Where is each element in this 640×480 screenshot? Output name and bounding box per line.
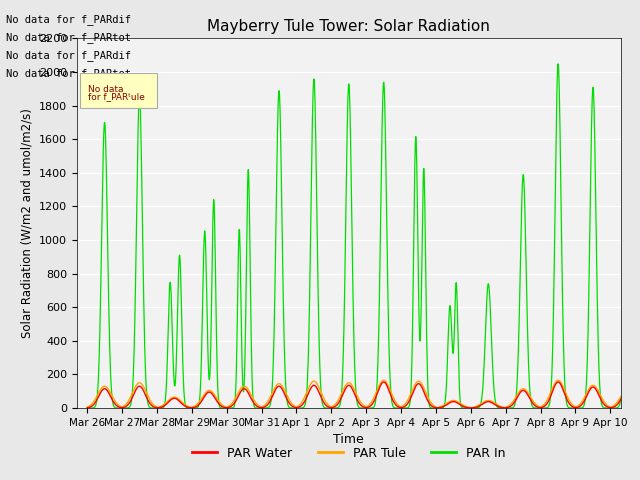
Text: No data for f_PARtot: No data for f_PARtot (6, 68, 131, 79)
Text: No data for f_PARtot: No data for f_PARtot (6, 32, 131, 43)
Legend: PAR Water, PAR Tule, PAR In: PAR Water, PAR Tule, PAR In (188, 442, 510, 465)
Text: No data for f_PARdif: No data for f_PARdif (6, 13, 131, 24)
X-axis label: Time: Time (333, 433, 364, 446)
Text: No data for f_PARdif: No data for f_PARdif (6, 50, 131, 61)
Text: for f_PARᵗule: for f_PARᵗule (88, 92, 145, 101)
Text: No data: No data (88, 85, 124, 94)
Y-axis label: Solar Radiation (W/m2 and umol/m2/s): Solar Radiation (W/m2 and umol/m2/s) (20, 108, 33, 338)
Title: Mayberry Tule Tower: Solar Radiation: Mayberry Tule Tower: Solar Radiation (207, 20, 490, 35)
